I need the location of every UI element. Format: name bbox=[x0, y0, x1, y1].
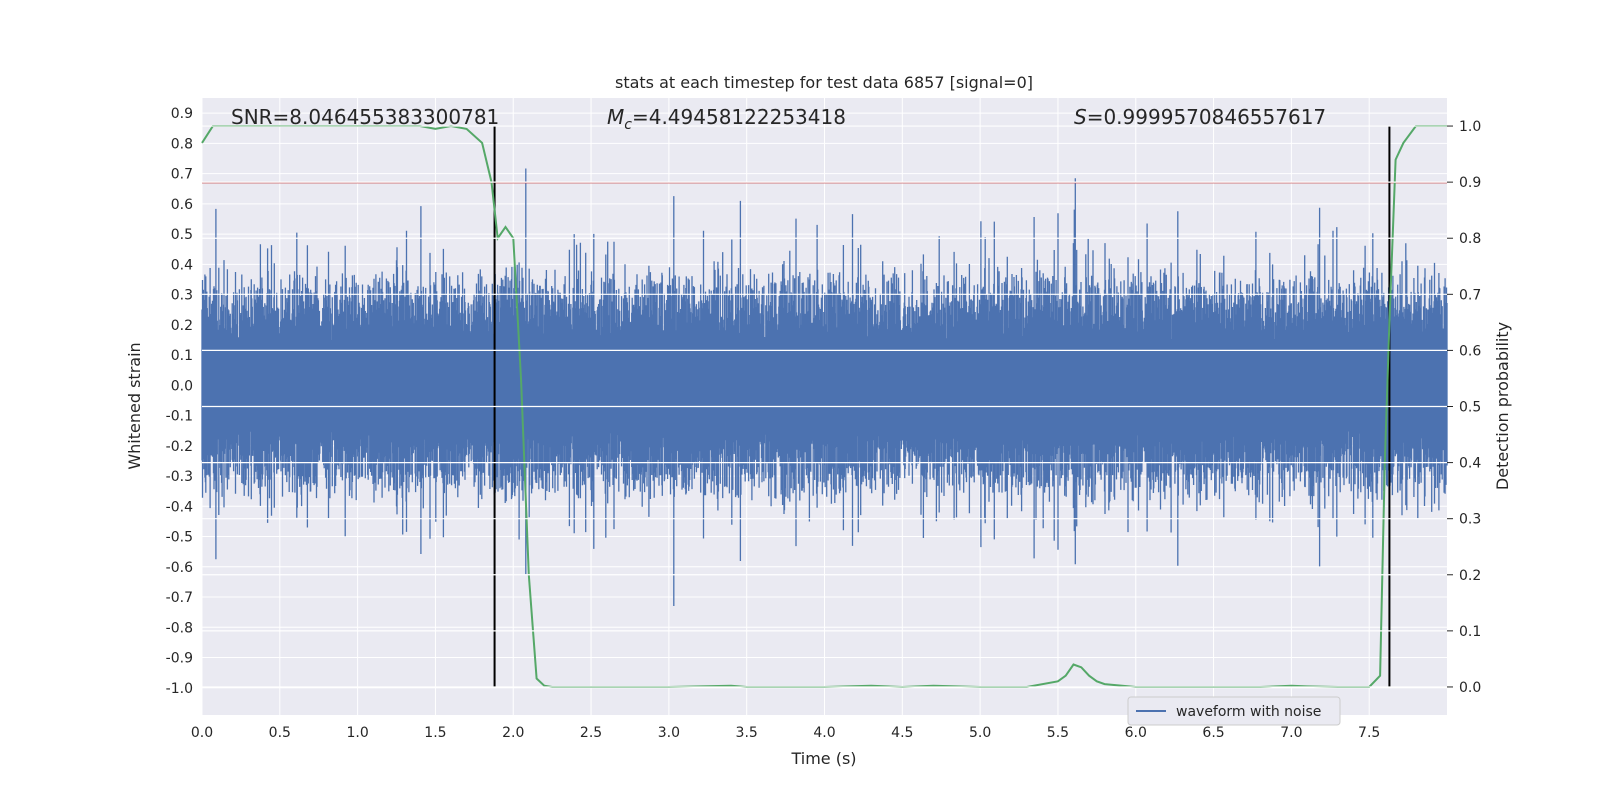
y-tick-label: 0.4 bbox=[171, 257, 193, 273]
y-tick-label: -0.2 bbox=[166, 439, 193, 455]
y2-tick-label: 0.9 bbox=[1459, 175, 1481, 191]
y2-tick-label: 1.0 bbox=[1459, 119, 1481, 135]
y-tick-label: 0.5 bbox=[171, 227, 193, 243]
y2-tick-label: 0.7 bbox=[1459, 287, 1481, 303]
y-tick-label: -0.3 bbox=[166, 469, 193, 485]
x-tick-label: 0.5 bbox=[269, 725, 291, 741]
y-tick-label: -0.1 bbox=[166, 409, 193, 425]
x-tick-label: 1.0 bbox=[346, 725, 368, 741]
x-axis-label: Time (s) bbox=[790, 749, 856, 768]
x-tick-label: 5.5 bbox=[1047, 725, 1069, 741]
y2-tick-label: 0.4 bbox=[1459, 456, 1481, 472]
x-tick-label: 7.5 bbox=[1358, 725, 1380, 741]
y2-tick-label: 0.3 bbox=[1459, 512, 1481, 528]
y-tick-label: -0.4 bbox=[166, 499, 193, 515]
x-tick-label: 4.5 bbox=[891, 725, 913, 741]
y-axis-label: Whitened strain bbox=[125, 342, 144, 469]
y-tick-label: 0.9 bbox=[171, 106, 193, 122]
y-tick-label: -1.0 bbox=[166, 681, 193, 697]
x-tick-label: 7.0 bbox=[1280, 725, 1302, 741]
waveform-series bbox=[201, 168, 1448, 606]
chirp-mass-subscript: c bbox=[624, 117, 632, 133]
x-tick-label: 3.0 bbox=[658, 725, 680, 741]
y-tick-label: 0.3 bbox=[171, 288, 193, 304]
y-tick-label: 0.0 bbox=[171, 378, 193, 394]
y-tick-label: 0.7 bbox=[171, 167, 193, 183]
y-tick-label: -0.6 bbox=[166, 560, 193, 576]
y2-tick-label: 0.8 bbox=[1459, 231, 1481, 247]
y-tick-label: -0.5 bbox=[166, 530, 193, 546]
y2-tick-label: 0.5 bbox=[1459, 400, 1481, 416]
y2-tick-label: 0.2 bbox=[1459, 568, 1481, 584]
y-tick-label: 0.2 bbox=[171, 318, 193, 334]
score-symbol: S bbox=[1074, 105, 1087, 129]
score-value: =0.9999570846557617 bbox=[1087, 105, 1326, 129]
y-tick-label: 0.6 bbox=[171, 197, 193, 213]
x-tick-label: 0.0 bbox=[191, 725, 213, 741]
x-axis-ticks: 0.0 0.5 1.0 1.5 2.0 2.5 3.0 3.5 4.0 4.5 5.0 5.5 6.0 6… bbox=[191, 725, 1380, 741]
x-tick-label: 6.5 bbox=[1202, 725, 1224, 741]
x-tick-label: 3.5 bbox=[736, 725, 758, 741]
legend-box bbox=[1127, 696, 1341, 726]
x-tick-label: 2.5 bbox=[580, 725, 602, 741]
legend: waveform with noise bbox=[1127, 696, 1341, 726]
x-tick-label: 6.0 bbox=[1125, 725, 1147, 741]
x-tick-label: 1.5 bbox=[424, 725, 446, 741]
legend-label: waveform with noise bbox=[1176, 704, 1321, 720]
waveform-core bbox=[202, 339, 1447, 431]
y2-axis-ticks: 1.0 0.9 0.8 0.7 0.6 0.5 0.4 0.3 0.2 0.1 0.0 bbox=[202, 119, 1481, 696]
snr-annotation: SNR=8.046455383300781 bbox=[231, 105, 499, 129]
y2-tick-label: 0.6 bbox=[1459, 343, 1481, 359]
y-tick-label: -0.8 bbox=[166, 620, 193, 636]
y2-tick-label: 0.0 bbox=[1459, 680, 1481, 696]
y-axis-ticks: 0.9 0.8 0.7 0.6 0.5 0.4 0.3 0.2 0.1 0.0 -0.1 -0.2 -0… bbox=[166, 106, 193, 697]
chart-title: stats at each timestep for test data 685… bbox=[615, 73, 1033, 92]
y2-axis-label: Detection probability bbox=[1493, 322, 1512, 490]
y-tick-label: 0.1 bbox=[171, 348, 193, 364]
x-tick-label: 5.0 bbox=[969, 725, 991, 741]
chirp-mass-value: =4.49458122253418 bbox=[632, 105, 846, 129]
score-annotation: S=0.9999570846557617 bbox=[1074, 105, 1326, 129]
y-tick-label: 0.8 bbox=[171, 136, 193, 152]
y-tick-label: -0.9 bbox=[166, 651, 193, 667]
chirp-mass-annotation: Mc=4.49458122253418 bbox=[607, 105, 846, 133]
x-tick-label: 4.0 bbox=[813, 725, 835, 741]
y2-tick-label: 0.1 bbox=[1459, 624, 1481, 640]
y-tick-label: -0.7 bbox=[166, 590, 193, 606]
x-tick-label: 2.0 bbox=[502, 725, 524, 741]
chirp-mass-symbol: M bbox=[607, 105, 624, 129]
